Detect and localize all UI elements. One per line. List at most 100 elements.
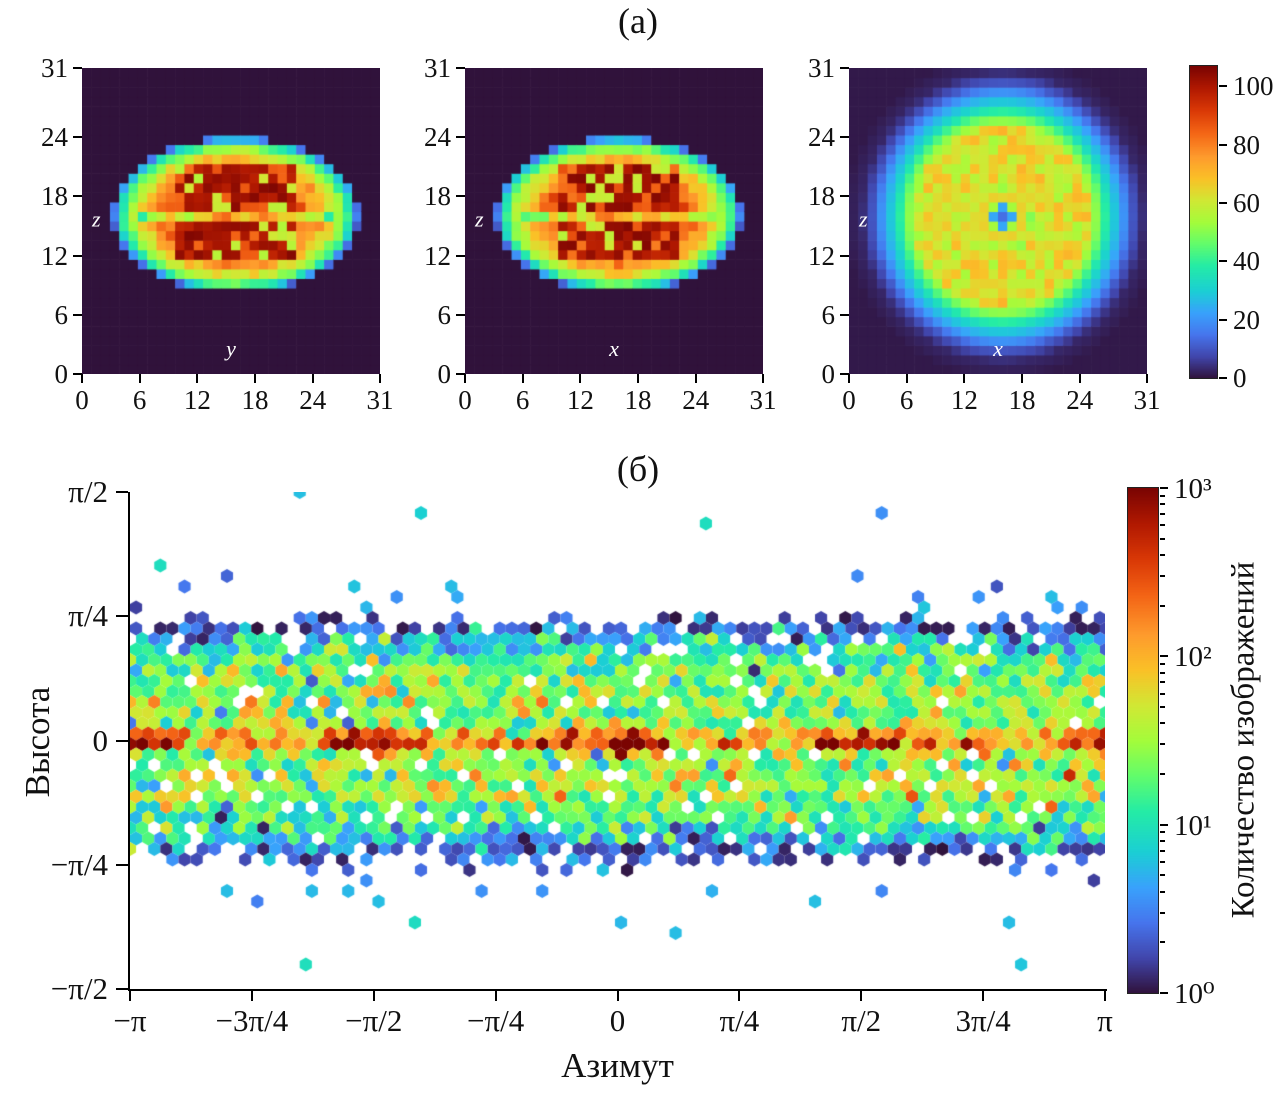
colorbar-b-minor-tick xyxy=(1160,494,1165,497)
y-tick-label: 0 xyxy=(821,359,836,389)
y-tick-mark xyxy=(840,136,849,139)
x-tick-mark xyxy=(1021,374,1024,383)
y-tick-label: 31 xyxy=(424,53,451,83)
x-tick-label-b: π/4 xyxy=(719,1003,760,1038)
colorbar-b-tick-label: 10² xyxy=(1174,641,1212,674)
x-tick-label: 0 xyxy=(842,385,856,415)
x-tick-label: 6 xyxy=(515,385,530,415)
y-tick-mark xyxy=(456,195,465,198)
x-tick-label-b: −3π/4 xyxy=(215,1003,289,1038)
colorbar-b-minor-tick xyxy=(1160,722,1165,725)
x-tick-mark xyxy=(254,374,257,383)
y-tick-label: 12 xyxy=(808,240,835,271)
x-tick-mark-b xyxy=(982,991,985,1001)
y-tick-mark xyxy=(73,136,82,139)
colorbar-b-tick-mark xyxy=(1160,487,1168,489)
y-tick-mark xyxy=(840,373,849,375)
x-tick-mark-b xyxy=(1104,991,1106,1001)
colorbar-b-minor-tick xyxy=(1160,874,1165,877)
y-tick-mark xyxy=(73,67,82,69)
hexbin-canvas xyxy=(130,492,1105,989)
colorbar-a-tick-label: 80 xyxy=(1233,129,1260,160)
x-tick-mark xyxy=(848,374,850,383)
y-tick-mark xyxy=(73,254,82,257)
y-tick-label-b: π/2 xyxy=(68,474,108,509)
x-tick-mark-b xyxy=(738,991,741,1001)
x-tick-mark xyxy=(1146,374,1148,383)
colorbar-b: 10³ 10² 10¹ 10⁰ xyxy=(1127,473,1215,1010)
y-tick-mark xyxy=(840,254,849,257)
colorbar-b-minor-tick xyxy=(1160,575,1165,578)
colorbar-b-minor-tick xyxy=(1160,706,1165,708)
colorbar-b-minor-tick xyxy=(1160,743,1165,746)
y-tick-label: 0 xyxy=(54,359,69,389)
y-tick-label-b: −π/2 xyxy=(50,971,108,1006)
x-tick-label: 0 xyxy=(75,385,89,415)
y-tick-label: 0 xyxy=(437,359,452,389)
hexbin-plot: −π −3π/4 −π/2 −π/4 0 π/4 π/2 3π/4 π π/2 π/4 0 −π/4 −π… xyxy=(51,475,1113,1038)
x-tick-mark xyxy=(138,374,141,383)
y-tick-label: 6 xyxy=(54,299,69,330)
y-tick-mark xyxy=(456,254,465,257)
colorbar-b-minor-tick xyxy=(1160,604,1165,607)
colorbar-b-minor-tick xyxy=(1160,831,1165,834)
x-tick-label: 12 xyxy=(183,385,211,415)
colorbar-b-minor-tick xyxy=(1160,861,1165,863)
axis-spine-bottom xyxy=(128,989,1107,991)
colorbar-b-minor-tick xyxy=(1160,941,1165,944)
x-tick-mark xyxy=(196,374,199,383)
x-tick-mark-b xyxy=(860,991,863,1001)
inner-xlabel-0: y xyxy=(226,336,236,361)
y-tick-mark xyxy=(73,195,82,198)
y-tick-mark-b xyxy=(116,863,128,866)
inner-xlabel-2: x xyxy=(993,336,1003,361)
x-tick-mark xyxy=(379,374,381,383)
x-tick-label: 6 xyxy=(132,385,147,415)
heatmap-subplot-front-x: z x 0 0 6 6 12 12 18 18 24 24 31 31 xyxy=(424,53,777,415)
y-tick-mark-b xyxy=(116,491,128,493)
y-tick-mark xyxy=(456,136,465,139)
y-tick-label: 12 xyxy=(424,240,451,271)
x-tick-label: 12 xyxy=(950,385,978,415)
y-tick-mark xyxy=(456,313,465,316)
colorbar-a-tick-label: 60 xyxy=(1233,188,1260,219)
y-tick-label-b: 0 xyxy=(92,722,109,758)
colorbar-b-tick-label: 10³ xyxy=(1174,473,1212,505)
y-tick-label-b: π/4 xyxy=(68,598,108,634)
colorbar-a-tick-mark xyxy=(1219,260,1227,263)
y-axis-label-b: Высота xyxy=(18,686,57,798)
heatmap-subplot-top: z x 0 0 6 6 12 12 18 18 24 24 31 31 xyxy=(808,53,1161,415)
y-tick-mark-b xyxy=(116,988,128,990)
y-tick-label: 6 xyxy=(821,299,836,330)
colorbar-b-minor-tick xyxy=(1160,503,1165,506)
colorbar-a-canvas xyxy=(1189,65,1218,379)
x-axis-label-b: Азимут xyxy=(561,1046,674,1085)
colorbar-b-minor-tick xyxy=(1160,524,1165,527)
heatmap-subplot-front-y: z y 0 0 6 6 12 12 18 18 24 24 31 31 xyxy=(41,53,394,415)
x-tick-mark xyxy=(694,374,697,383)
y-tick-mark xyxy=(73,313,82,316)
x-tick-mark xyxy=(905,374,908,383)
colorbar-b-minor-tick xyxy=(1160,890,1165,893)
y-tick-label: 24 xyxy=(41,122,68,153)
x-tick-label: 18 xyxy=(624,385,652,415)
colorbar-b-minor-tick xyxy=(1160,681,1165,684)
colorbar-a-tick-mark xyxy=(1219,85,1227,88)
panel-b-title: (б) xyxy=(616,449,660,489)
colorbar-b-tick-label: 10¹ xyxy=(1174,809,1212,842)
x-tick-label: 31 xyxy=(749,385,777,415)
colorbar-b-minor-tick xyxy=(1160,553,1165,556)
x-tick-mark xyxy=(311,374,314,383)
y-tick-mark-b xyxy=(116,739,128,742)
colorbar-b-tick-label: 10⁰ xyxy=(1174,978,1215,1010)
y-tick-label: 24 xyxy=(424,122,451,153)
x-tick-label-b: −π/2 xyxy=(345,1003,403,1038)
x-tick-mark-b xyxy=(372,991,375,1001)
colorbar-a-tick-mark xyxy=(1219,143,1227,146)
colorbar-b-minor-tick xyxy=(1160,671,1165,674)
y-tick-mark xyxy=(840,313,849,316)
x-tick-label-b: π/2 xyxy=(841,1003,882,1038)
colorbar-b-label: Количество изображений xyxy=(1225,561,1262,919)
colorbar-b-minor-tick xyxy=(1160,911,1165,914)
